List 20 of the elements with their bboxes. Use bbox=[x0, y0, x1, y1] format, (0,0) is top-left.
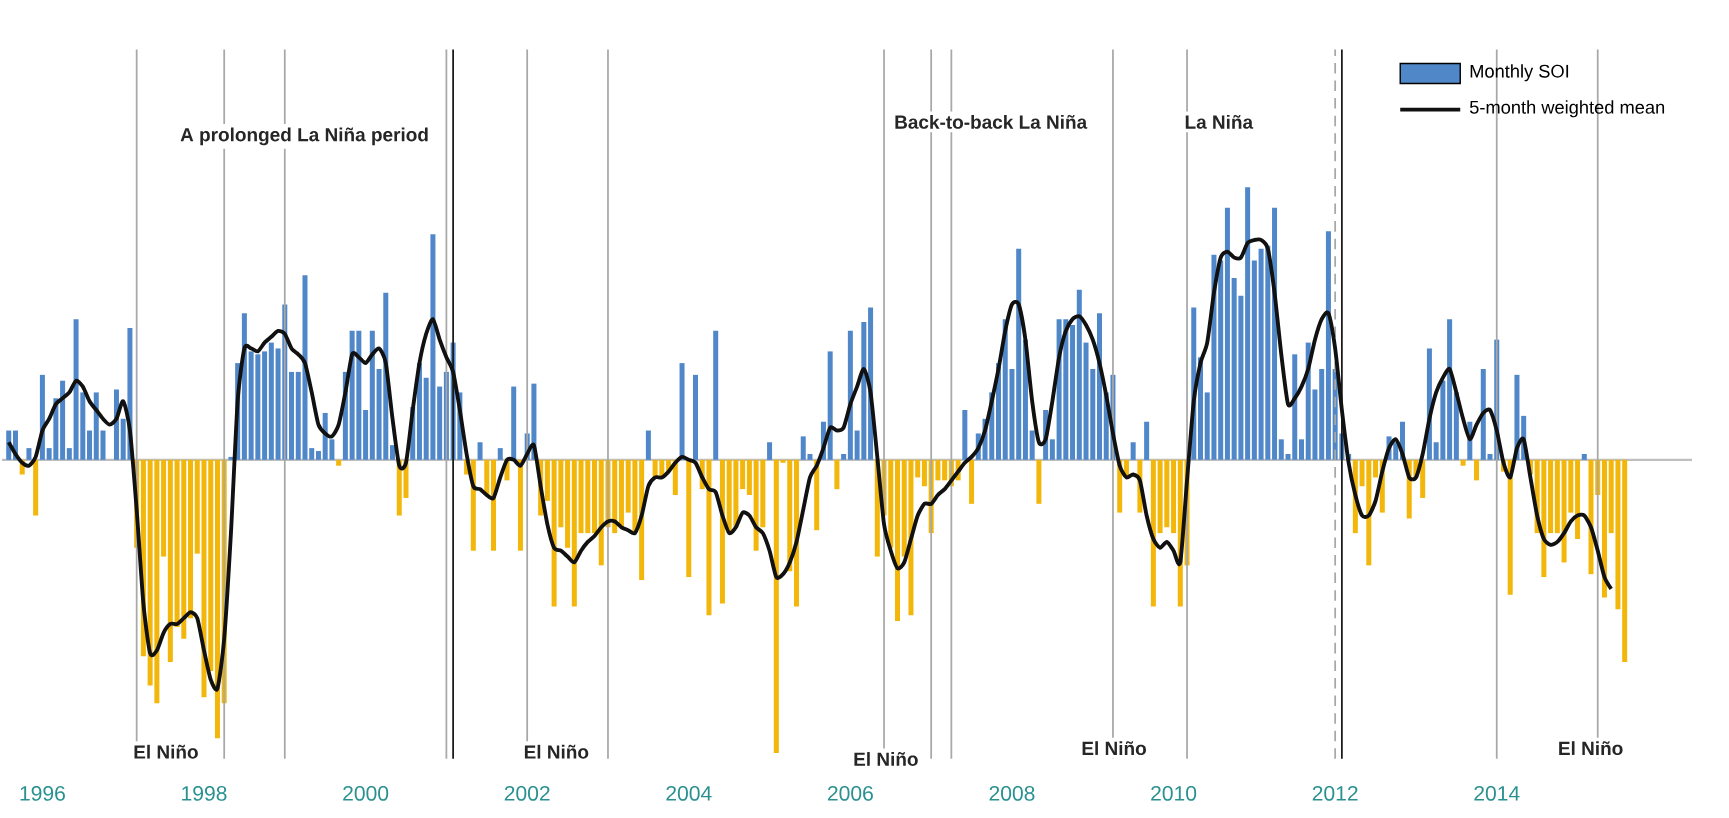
legend-label: Monthly SOI bbox=[1470, 64, 1569, 82]
x-tick-label: 1996 bbox=[20, 785, 65, 801]
text: A prolonged La Niña period bbox=[180, 127, 428, 146]
text: La Niña bbox=[1185, 114, 1254, 129]
text: Back-to-back La Niña bbox=[895, 114, 1088, 129]
annotation: El Niño bbox=[1559, 741, 1623, 756]
annotation: El Niño bbox=[134, 744, 198, 759]
x-tick-label: 2010 bbox=[1151, 785, 1197, 801]
annotation: El Niño bbox=[1082, 741, 1146, 756]
x-tick-label: 1998 bbox=[182, 785, 227, 801]
x-tick-label: 2012 bbox=[1312, 785, 1358, 801]
annotation: El Niño bbox=[854, 752, 918, 766]
x-tick-label: 2008 bbox=[989, 785, 1035, 801]
annotation: El Niño bbox=[524, 744, 589, 759]
x-tick-label: 2014 bbox=[1474, 785, 1520, 801]
legend-label: 5-month weighted mean bbox=[1469, 100, 1665, 118]
x-tick-label: 2006 bbox=[827, 785, 873, 801]
x-tick-label: 2002 bbox=[504, 785, 550, 801]
x-tick-label: 2000 bbox=[343, 785, 389, 801]
x-tick-label: 2004 bbox=[666, 785, 712, 801]
